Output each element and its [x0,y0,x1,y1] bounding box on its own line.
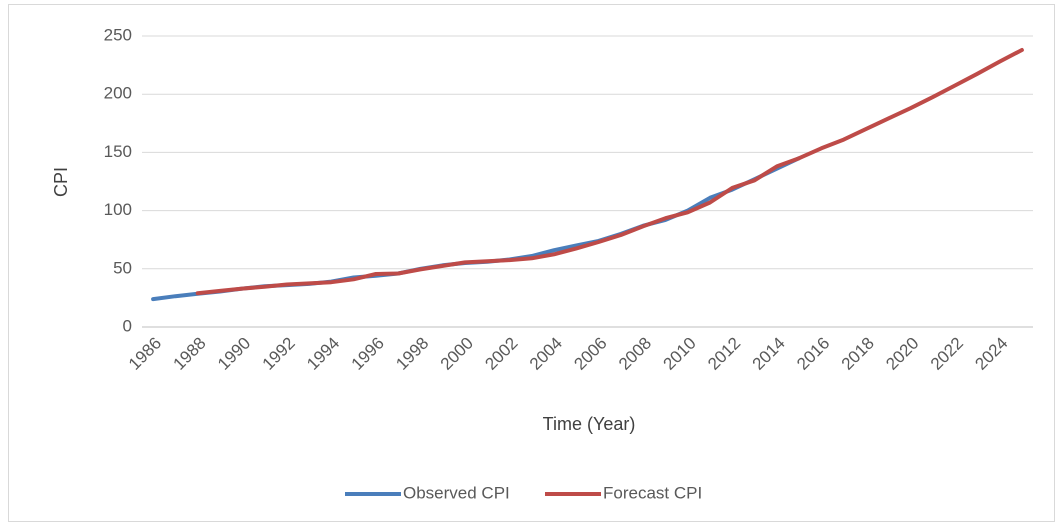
y-tick-label: 250 [104,25,132,44]
chart-frame [8,4,1055,522]
data-line [195,48,1024,296]
y-tick-label: 100 [104,200,132,219]
legend-label: Forecast CPI [603,483,702,502]
y-tick-label: 150 [104,142,132,161]
y-axis-title: CPI [51,167,71,197]
legend-label: Observed CPI [403,483,510,502]
x-axis-title: Time (Year) [543,414,636,434]
y-tick-label: 50 [113,258,132,277]
y-tick-label: 0 [123,316,132,335]
y-tick-label: 200 [104,84,132,103]
